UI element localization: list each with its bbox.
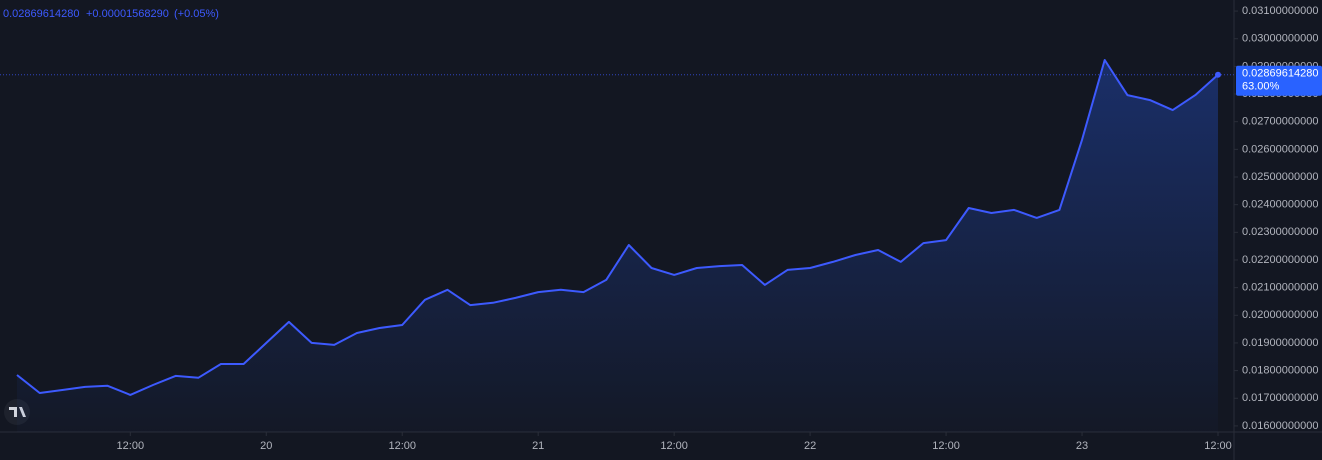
header-change-pct: (+0.05%) — [174, 8, 219, 20]
y-tick-label: 0.03100000000 — [1242, 5, 1318, 17]
y-tick-label: 0.01900000000 — [1242, 337, 1318, 349]
x-tick-label: 12:00 — [117, 440, 145, 452]
y-tick-label: 0.01600000000 — [1242, 420, 1318, 432]
y-tick-label: 0.02400000000 — [1242, 199, 1318, 211]
header-price: 0.02869614280 — [3, 8, 79, 20]
x-tick-label: 12:00 — [1204, 440, 1232, 452]
y-tick-label: 0.02000000000 — [1242, 309, 1318, 321]
x-tick-label: 23 — [1076, 440, 1088, 452]
header-change: +0.00001568290 — [86, 8, 169, 20]
y-tick-label: 0.03000000000 — [1242, 33, 1318, 45]
price-line — [16, 59, 1219, 396]
header: 0.02869614280 +0.00001568290 (+0.05%) — [3, 8, 219, 20]
x-tick-label: 12:00 — [932, 440, 960, 452]
x-tick-label: 12:00 — [388, 440, 416, 452]
y-tick-label: 0.02700000000 — [1242, 116, 1318, 128]
last-price-box — [1236, 65, 1322, 96]
y-tick-label: 0.02500000000 — [1242, 171, 1318, 183]
last-price-pct: 63.00% — [1242, 81, 1280, 93]
area-fill — [17, 60, 1218, 432]
last-price-label: 0.02869614280 — [1242, 68, 1318, 80]
x-tick-label: 21 — [532, 440, 544, 452]
x-tick-label: 20 — [260, 440, 272, 452]
y-tick-label: 0.01800000000 — [1242, 365, 1318, 377]
y-tick-label: 0.02200000000 — [1242, 254, 1318, 266]
y-tick-label: 0.02600000000 — [1242, 143, 1318, 155]
y-tick-label: 0.02100000000 — [1242, 282, 1318, 294]
x-tick-label: 12:00 — [660, 440, 688, 452]
y-tick-label: 0.02300000000 — [1242, 226, 1318, 238]
y-tick-label: 0.01700000000 — [1242, 392, 1318, 404]
x-tick-label: 22 — [804, 440, 816, 452]
